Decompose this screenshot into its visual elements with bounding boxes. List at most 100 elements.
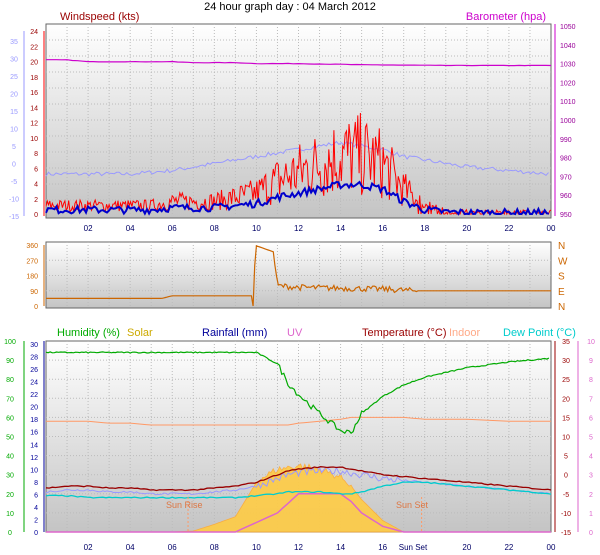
panel3-series: [45, 351, 552, 533]
temp-right-tick-label: 15: [562, 415, 570, 422]
humidity-line: [45, 351, 550, 435]
temp-right-tick-label: -10: [561, 511, 571, 518]
rain-tick-label: 0: [34, 530, 38, 537]
rain-tick-label: 26: [30, 367, 38, 374]
x-tick-label: 12: [294, 224, 303, 233]
panel-hum-temp: Humidity (%) Solar Rainfall (mm) UV Temp…: [4, 327, 595, 552]
panel2-grid: [46, 242, 551, 308]
baro-tick-label: 960: [560, 193, 572, 200]
rain-tick-label: 4: [34, 505, 38, 512]
uv-tick-label: 5: [589, 435, 593, 442]
x-tick-label: 06: [168, 224, 177, 233]
rain-tick-label: 22: [30, 392, 38, 399]
wind-tick-label: 10: [30, 136, 38, 143]
x-tick-label: 12: [294, 543, 303, 552]
baro-tick-label: 950: [560, 212, 572, 219]
legend-temperature: Temperature (°C): [362, 327, 446, 339]
uv-tick-label: 6: [589, 415, 593, 422]
x-tick-label: 06: [168, 543, 177, 552]
compass-label: W: [558, 256, 568, 267]
temp-tick-label: -5: [11, 179, 17, 186]
wind-tick-label: 4: [34, 182, 38, 189]
temp-right-tick-label: -5: [563, 492, 569, 499]
humidity-tick-label: 100: [4, 339, 16, 346]
x-tick-label: 02: [84, 224, 93, 233]
panel1-series: [45, 59, 552, 216]
legend-indoor: Indoor: [449, 327, 481, 339]
uv-line: [46, 493, 551, 533]
baro-tick-label: 1030: [560, 62, 576, 69]
temp-tick-label: -15: [9, 214, 19, 221]
baro-tick-label: 970: [560, 174, 572, 181]
temp-right-tick-label: -15: [561, 530, 571, 537]
x-tick-label: 16: [378, 543, 387, 552]
wind-tick-label: 22: [30, 44, 38, 51]
wind-tick-label: 18: [30, 75, 38, 82]
legend-dewpoint: Dew Point (°C): [503, 327, 576, 339]
temp-tick-label: 0: [12, 162, 16, 169]
temp-right-tick-label: 20: [562, 396, 570, 403]
temp-tick-label: -10: [9, 197, 19, 204]
x-tick-label: 14: [336, 543, 345, 552]
baro-tick-label: 1050: [560, 24, 576, 31]
temperature-line: [45, 466, 552, 492]
x-tick-label: 20: [462, 543, 471, 552]
baro-tick-label: 980: [560, 156, 572, 163]
compass-label: E: [558, 287, 565, 298]
x-tick-label: 08: [210, 543, 219, 552]
baro-tick-label: 1010: [560, 99, 576, 106]
panel2-series: [46, 244, 551, 307]
temp-right-tick-label: 35: [562, 339, 570, 346]
rain-tick-label: 12: [30, 455, 38, 462]
compass-label: N: [558, 241, 565, 252]
x-tick-label: 22: [504, 543, 513, 552]
wind-tick-label: 24: [30, 29, 38, 36]
humidity-tick-label: 20: [6, 492, 14, 499]
panel1-baro-ticks: 1050 1040 1030 1020 1010 1000 990 980 970 960 950: [560, 24, 576, 219]
wind-tick-label: 14: [30, 105, 38, 112]
wind-direction-line: [46, 244, 551, 307]
temp-right-tick-label: 30: [562, 358, 570, 365]
humidity-tick-label: 70: [6, 396, 14, 403]
temp-tick-label: 20: [10, 92, 18, 99]
x-tick-label: 04: [126, 224, 135, 233]
temp-right-tick-label: 10: [562, 435, 570, 442]
wind-tick-label: 2: [34, 197, 38, 204]
rain-tick-label: 18: [30, 417, 38, 424]
legend-solar: Solar: [127, 327, 153, 339]
rain-tick-label: 28: [30, 355, 38, 362]
panel2-deg-ticks: 360 270 180 90 0: [26, 243, 38, 311]
temp-right-tick-label: 25: [562, 377, 570, 384]
x-tick-label: 20: [462, 224, 471, 233]
rain-tick-label: 10: [30, 467, 38, 474]
wind-tick-label: 8: [34, 151, 38, 158]
rain-tick-label: 2: [34, 517, 38, 524]
x-tick-label: 02: [84, 543, 93, 552]
windspeed-axis-label: Windspeed (kts): [60, 11, 139, 23]
x-tick-label: 00: [547, 224, 556, 233]
sun-set-label: Sun Set: [396, 500, 429, 510]
uv-tick-label: 3: [589, 473, 593, 480]
uv-tick-label: 1: [589, 511, 593, 518]
uv-tick-label: 4: [589, 454, 593, 461]
x-tick-label: 14: [336, 224, 345, 233]
temp-tick-label: 35: [10, 39, 18, 46]
panel-wind-baro: Windspeed (kts) Barometer (hpa) 35302520…: [9, 11, 576, 233]
sun-rise-label: Sun Rise: [166, 500, 203, 510]
rain-tick-label: 8: [34, 480, 38, 487]
baro-tick-label: 1040: [560, 43, 576, 50]
humidity-tick-label: 10: [6, 511, 14, 518]
temp-tick-label: 15: [10, 109, 18, 116]
wind-tick-label: 16: [30, 90, 38, 97]
x-tick-label: 10: [252, 543, 261, 552]
wind-tick-label: 20: [30, 60, 38, 67]
sun-set-x-label: Sun Set: [399, 543, 428, 552]
barometer-axis-label: Barometer (hpa): [466, 11, 546, 23]
humidity-tick-label: 0: [8, 530, 12, 537]
temp-right-tick-label: 0: [564, 473, 568, 480]
direction-tick-label: 180: [26, 274, 38, 281]
